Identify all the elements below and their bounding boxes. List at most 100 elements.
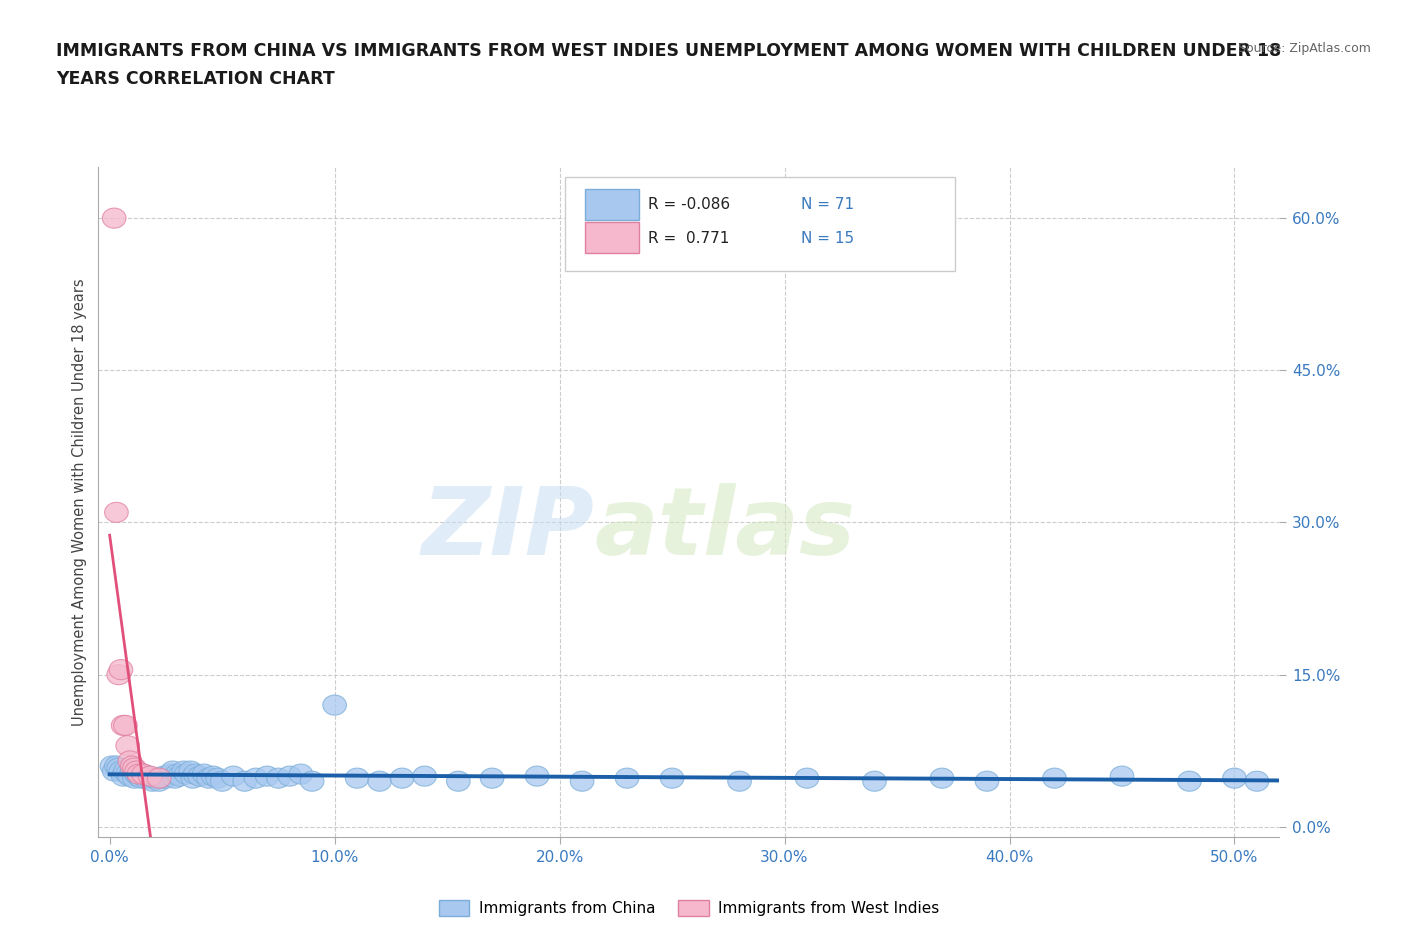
Ellipse shape bbox=[571, 771, 593, 791]
Ellipse shape bbox=[103, 761, 127, 781]
Ellipse shape bbox=[172, 761, 195, 781]
Ellipse shape bbox=[193, 764, 217, 784]
Ellipse shape bbox=[122, 758, 146, 778]
Legend: Immigrants from China, Immigrants from West Indies: Immigrants from China, Immigrants from W… bbox=[439, 900, 939, 916]
Ellipse shape bbox=[174, 764, 198, 784]
Ellipse shape bbox=[183, 764, 207, 784]
Ellipse shape bbox=[1246, 771, 1268, 791]
Ellipse shape bbox=[104, 756, 128, 776]
Ellipse shape bbox=[148, 768, 172, 789]
Ellipse shape bbox=[156, 766, 180, 786]
Ellipse shape bbox=[114, 715, 138, 736]
Ellipse shape bbox=[122, 768, 146, 789]
Ellipse shape bbox=[181, 768, 205, 789]
Ellipse shape bbox=[134, 768, 157, 789]
Ellipse shape bbox=[115, 736, 139, 756]
Ellipse shape bbox=[661, 768, 683, 789]
Ellipse shape bbox=[278, 766, 301, 786]
Ellipse shape bbox=[148, 771, 172, 791]
Ellipse shape bbox=[132, 764, 155, 784]
Ellipse shape bbox=[728, 771, 751, 791]
Ellipse shape bbox=[103, 208, 127, 228]
Y-axis label: Unemployment Among Women with Children Under 18 years: Unemployment Among Women with Children U… bbox=[72, 278, 87, 726]
Ellipse shape bbox=[413, 766, 436, 786]
Ellipse shape bbox=[796, 768, 818, 789]
Ellipse shape bbox=[107, 665, 131, 684]
Text: YEARS CORRELATION CHART: YEARS CORRELATION CHART bbox=[56, 70, 335, 87]
Ellipse shape bbox=[132, 764, 155, 784]
Ellipse shape bbox=[111, 766, 135, 786]
Ellipse shape bbox=[127, 766, 150, 786]
Ellipse shape bbox=[526, 766, 548, 786]
Ellipse shape bbox=[159, 764, 183, 784]
Ellipse shape bbox=[976, 771, 998, 791]
Ellipse shape bbox=[149, 768, 173, 789]
Ellipse shape bbox=[301, 771, 323, 791]
Ellipse shape bbox=[125, 764, 149, 784]
Ellipse shape bbox=[290, 764, 312, 784]
Text: R =  0.771: R = 0.771 bbox=[648, 231, 728, 246]
Ellipse shape bbox=[391, 768, 413, 789]
Text: IMMIGRANTS FROM CHINA VS IMMIGRANTS FROM WEST INDIES UNEMPLOYMENT AMONG WOMEN WI: IMMIGRANTS FROM CHINA VS IMMIGRANTS FROM… bbox=[56, 42, 1281, 60]
FancyBboxPatch shape bbox=[585, 189, 640, 219]
Ellipse shape bbox=[1223, 768, 1246, 789]
Ellipse shape bbox=[143, 768, 166, 789]
Ellipse shape bbox=[1043, 768, 1066, 789]
Ellipse shape bbox=[616, 768, 638, 789]
Text: N = 15: N = 15 bbox=[801, 231, 855, 246]
Ellipse shape bbox=[222, 766, 245, 786]
Ellipse shape bbox=[931, 768, 953, 789]
Text: N = 71: N = 71 bbox=[801, 197, 855, 212]
Ellipse shape bbox=[245, 768, 267, 789]
Ellipse shape bbox=[114, 761, 138, 781]
Ellipse shape bbox=[447, 771, 470, 791]
Ellipse shape bbox=[104, 502, 128, 523]
Ellipse shape bbox=[136, 766, 160, 786]
Ellipse shape bbox=[188, 766, 211, 786]
Text: ZIP: ZIP bbox=[422, 483, 595, 575]
Ellipse shape bbox=[111, 715, 135, 736]
Ellipse shape bbox=[166, 764, 188, 784]
Ellipse shape bbox=[201, 766, 225, 786]
Ellipse shape bbox=[141, 771, 165, 791]
Ellipse shape bbox=[863, 771, 886, 791]
Ellipse shape bbox=[125, 761, 149, 781]
Ellipse shape bbox=[138, 766, 162, 786]
Ellipse shape bbox=[107, 758, 131, 778]
Ellipse shape bbox=[368, 771, 391, 791]
FancyBboxPatch shape bbox=[585, 222, 640, 253]
Ellipse shape bbox=[110, 659, 132, 680]
Text: R = -0.086: R = -0.086 bbox=[648, 197, 730, 212]
Ellipse shape bbox=[346, 768, 368, 789]
Ellipse shape bbox=[205, 768, 229, 789]
Ellipse shape bbox=[121, 761, 143, 781]
Ellipse shape bbox=[211, 771, 233, 791]
Ellipse shape bbox=[127, 764, 150, 784]
Ellipse shape bbox=[323, 695, 346, 715]
Ellipse shape bbox=[197, 768, 221, 789]
Ellipse shape bbox=[1178, 771, 1201, 791]
Ellipse shape bbox=[155, 768, 177, 789]
Ellipse shape bbox=[110, 761, 132, 781]
Ellipse shape bbox=[481, 768, 503, 789]
Ellipse shape bbox=[129, 768, 153, 789]
Text: atlas: atlas bbox=[595, 483, 856, 575]
Ellipse shape bbox=[179, 761, 202, 781]
Ellipse shape bbox=[145, 768, 169, 789]
Ellipse shape bbox=[160, 761, 184, 781]
Ellipse shape bbox=[121, 756, 143, 776]
Ellipse shape bbox=[115, 764, 139, 784]
Ellipse shape bbox=[152, 766, 176, 786]
Ellipse shape bbox=[163, 768, 187, 789]
Ellipse shape bbox=[233, 771, 256, 791]
Ellipse shape bbox=[256, 766, 278, 786]
Ellipse shape bbox=[1111, 766, 1133, 786]
Ellipse shape bbox=[118, 751, 142, 771]
Ellipse shape bbox=[167, 766, 191, 786]
Ellipse shape bbox=[118, 766, 142, 786]
FancyBboxPatch shape bbox=[565, 178, 955, 272]
Ellipse shape bbox=[138, 768, 162, 789]
Text: Source: ZipAtlas.com: Source: ZipAtlas.com bbox=[1237, 42, 1371, 55]
Ellipse shape bbox=[100, 756, 124, 776]
Ellipse shape bbox=[267, 768, 290, 789]
